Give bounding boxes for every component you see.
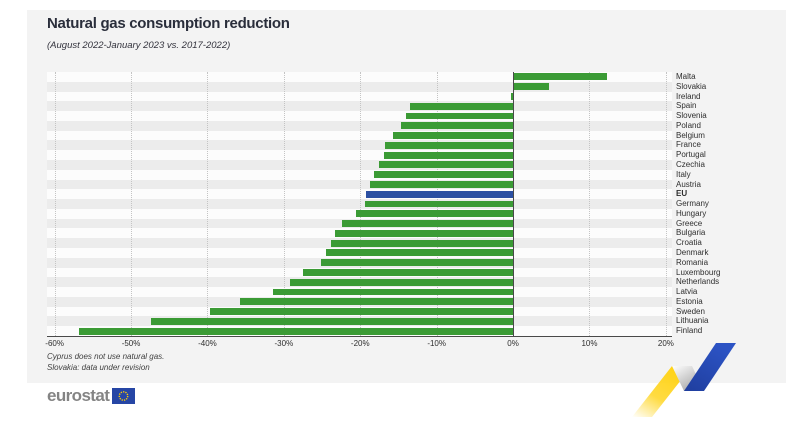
- footnote-slovakia: Slovakia: data under revision: [47, 363, 150, 372]
- category-label-eu: EU: [676, 189, 688, 199]
- category-label-finland: Finland: [676, 326, 703, 336]
- bar-italy: [374, 171, 514, 179]
- gridline--50: [131, 72, 133, 336]
- category-label-ireland: Ireland: [676, 91, 701, 101]
- eurostat-ribbon-decoration: [632, 343, 736, 417]
- row-stripe-portugal: [47, 150, 672, 160]
- row-stripe-italy: [47, 169, 672, 180]
- bar-germany: [364, 200, 514, 208]
- category-label-hungary: Hungary: [676, 208, 707, 218]
- row-stripe-eu: [47, 189, 672, 200]
- footnote-cyprus: Cyprus does not use natural gas.: [47, 352, 165, 361]
- bar-luxembourg: [302, 268, 514, 276]
- x-tick-label-10: 10%: [581, 339, 598, 348]
- category-label-sweden: Sweden: [676, 306, 705, 316]
- x-axis-tick-labels: -60% -50% -40% -30% -20% -10% 0% 10% 20%: [45, 339, 674, 351]
- bar-hungary: [356, 210, 514, 218]
- category-label-greece: Greece: [676, 218, 703, 228]
- category-label-denmark: Denmark: [676, 248, 709, 257]
- bar-eu: [365, 190, 514, 198]
- category-label-austria: Austria: [676, 179, 701, 189]
- category-label-lithuania: Lithuania: [676, 316, 709, 326]
- x-tick-label--50: -50%: [121, 339, 141, 348]
- x-tick-label-20: 20%: [657, 339, 674, 348]
- bar-latvia: [273, 288, 514, 296]
- bar-slovenia: [406, 112, 514, 120]
- plot-area: [47, 72, 672, 337]
- footnotes: Cyprus does not use natural gas. Slovaki…: [47, 351, 164, 373]
- category-label-latvia: Latvia: [676, 287, 698, 297]
- row-stripe-slovakia: [47, 81, 672, 92]
- x-tick-label--40: -40%: [198, 339, 217, 348]
- bar-france: [384, 141, 514, 149]
- bar-portugal: [383, 151, 514, 159]
- chart-title: Natural gas consumption reduction: [47, 15, 290, 32]
- row-stripe-poland: [47, 120, 672, 131]
- category-label-spain: Spain: [676, 101, 697, 111]
- gridline-10: [589, 72, 591, 336]
- category-label-netherlands: Netherlands: [676, 277, 720, 287]
- category-label-slovenia: Slovenia: [676, 111, 707, 121]
- category-label-malta: Malta: [676, 72, 696, 81]
- category-label-italy: Italy: [676, 169, 691, 179]
- eu-flag-icon: [112, 388, 136, 404]
- x-tick-label--20: -20%: [350, 339, 370, 348]
- bar-greece: [341, 220, 514, 228]
- bar-czechia: [379, 161, 514, 169]
- gridline--40: [207, 72, 209, 336]
- row-stripe-malta: [47, 72, 672, 82]
- eurostat-logo-text: eurostat: [47, 386, 110, 405]
- x-tick-label--30: -30%: [274, 339, 294, 348]
- x-tick-label--10: -10%: [427, 339, 446, 348]
- gridline--20: [360, 72, 362, 336]
- bar-poland: [400, 122, 514, 130]
- category-label-belgium: Belgium: [676, 130, 705, 140]
- category-label-bulgaria: Bulgaria: [676, 228, 706, 238]
- bar-romania: [321, 259, 514, 267]
- bar-croatia: [331, 239, 514, 247]
- x-tick-label--60: -60%: [45, 339, 64, 348]
- row-stripe-france: [47, 140, 672, 151]
- chart-subtitle: (August 2022-January 2023 vs. 2017-2022): [47, 40, 231, 51]
- zero-axis-line: [513, 72, 515, 336]
- bar-finland: [79, 327, 514, 335]
- gridline--60: [54, 72, 56, 336]
- bar-sweden: [209, 308, 514, 316]
- row-stripe-austria: [47, 179, 672, 190]
- eurostat-logo: eurostat: [47, 386, 136, 406]
- category-label-czechia: Czechia: [676, 160, 705, 169]
- row-stripe-spain: [47, 101, 672, 112]
- row-stripe-slovenia: [47, 111, 672, 121]
- bar-lithuania: [150, 317, 514, 325]
- bar-denmark: [325, 249, 514, 257]
- category-label-germany: Germany: [676, 199, 709, 209]
- row-stripe-ireland: [47, 91, 672, 102]
- bar-ireland: [510, 92, 514, 100]
- x-tick-label-0: 0%: [507, 339, 519, 348]
- gridline--30: [283, 72, 285, 336]
- category-label-estonia: Estonia: [676, 296, 703, 306]
- row-stripe-germany: [47, 199, 672, 209]
- bar-netherlands: [289, 278, 514, 286]
- category-label-portugal: Portugal: [676, 150, 706, 160]
- bar-malta: [513, 73, 608, 81]
- category-label-romania: Romania: [676, 257, 709, 267]
- gridline-20: [665, 72, 667, 336]
- category-label-luxembourg: Luxembourg: [676, 267, 721, 277]
- bar-belgium: [393, 132, 514, 140]
- bar-bulgaria: [335, 229, 514, 237]
- category-label-poland: Poland: [676, 120, 701, 130]
- category-label-slovakia: Slovakia: [676, 81, 707, 91]
- category-label-france: France: [676, 140, 701, 150]
- bar-estonia: [240, 298, 514, 306]
- category-label-croatia: Croatia: [676, 238, 702, 248]
- bar-spain: [409, 102, 514, 110]
- row-stripe-czechia: [47, 160, 672, 170]
- bar-slovakia: [513, 83, 549, 91]
- bar-austria: [370, 180, 514, 188]
- row-stripe-belgium: [47, 130, 672, 141]
